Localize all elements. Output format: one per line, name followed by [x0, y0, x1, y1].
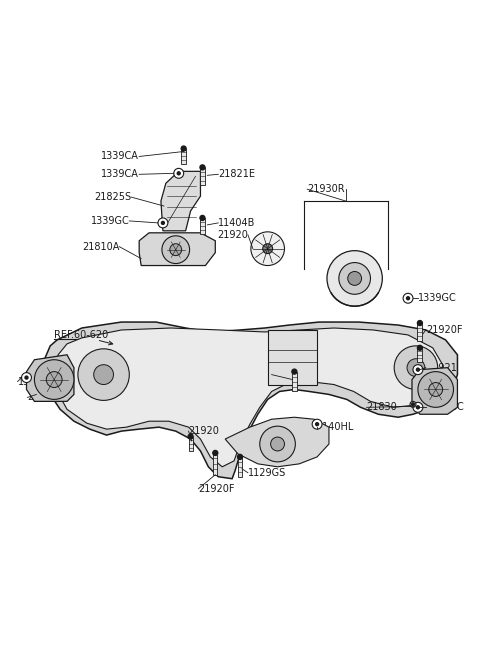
- Text: REF.60-620: REF.60-620: [54, 330, 108, 340]
- Text: 21840: 21840: [27, 392, 58, 402]
- Text: 21821E: 21821E: [218, 169, 255, 179]
- Text: 1339GC: 1339GC: [91, 216, 129, 226]
- Circle shape: [417, 368, 420, 371]
- Bar: [200, 218, 205, 234]
- Circle shape: [251, 232, 285, 266]
- Text: 1339GC: 1339GC: [418, 293, 456, 303]
- Text: 21830: 21830: [367, 402, 397, 413]
- Bar: [418, 348, 422, 361]
- Circle shape: [417, 406, 420, 409]
- Polygon shape: [161, 171, 201, 231]
- Circle shape: [78, 349, 129, 400]
- Circle shape: [177, 172, 180, 174]
- Text: 1339GC: 1339GC: [18, 377, 56, 386]
- Circle shape: [316, 422, 319, 426]
- Text: 1339CA: 1339CA: [101, 169, 139, 179]
- Circle shape: [174, 169, 184, 178]
- Circle shape: [200, 165, 205, 170]
- Polygon shape: [26, 355, 74, 401]
- Circle shape: [35, 359, 74, 400]
- Circle shape: [312, 419, 322, 429]
- Text: 1339CA: 1339CA: [101, 152, 139, 161]
- Text: 1140HL: 1140HL: [317, 422, 354, 432]
- Bar: [292, 372, 297, 392]
- Bar: [418, 323, 422, 341]
- Text: 21810A: 21810A: [82, 241, 120, 252]
- Circle shape: [410, 401, 416, 407]
- Circle shape: [271, 437, 285, 451]
- Bar: [238, 457, 242, 477]
- Circle shape: [181, 146, 186, 151]
- Text: 21921: 21921: [426, 363, 456, 373]
- Polygon shape: [54, 328, 443, 467]
- Bar: [181, 148, 186, 165]
- Text: 1129GS: 1129GS: [248, 468, 286, 478]
- Circle shape: [429, 382, 443, 396]
- Circle shape: [413, 365, 423, 375]
- Circle shape: [22, 373, 32, 382]
- Polygon shape: [139, 233, 216, 266]
- Circle shape: [292, 369, 297, 374]
- Polygon shape: [225, 417, 329, 467]
- Circle shape: [418, 345, 422, 350]
- Circle shape: [260, 426, 295, 462]
- Polygon shape: [44, 322, 457, 479]
- Text: 21825S: 21825S: [94, 192, 131, 202]
- Circle shape: [213, 451, 218, 455]
- Text: 21920F: 21920F: [426, 325, 462, 335]
- Circle shape: [161, 222, 164, 224]
- Bar: [268, 330, 317, 384]
- Circle shape: [170, 244, 182, 256]
- Circle shape: [407, 359, 425, 377]
- Circle shape: [162, 236, 190, 264]
- Text: 1339GC: 1339GC: [426, 402, 465, 413]
- Text: 21930R: 21930R: [307, 184, 345, 194]
- Polygon shape: [412, 367, 457, 414]
- Text: 21920F: 21920F: [199, 483, 235, 493]
- Circle shape: [418, 321, 422, 325]
- Text: 21920: 21920: [189, 426, 219, 436]
- Circle shape: [263, 244, 273, 254]
- Circle shape: [158, 218, 168, 228]
- Circle shape: [411, 403, 414, 406]
- Circle shape: [25, 376, 28, 379]
- Bar: [213, 453, 217, 475]
- Circle shape: [188, 434, 193, 439]
- Circle shape: [348, 272, 361, 285]
- Circle shape: [200, 215, 205, 220]
- Circle shape: [407, 297, 409, 300]
- Circle shape: [238, 455, 242, 459]
- Text: 21920: 21920: [217, 230, 248, 240]
- Circle shape: [46, 372, 62, 388]
- Bar: [189, 437, 192, 451]
- Text: 11404B: 11404B: [218, 218, 256, 228]
- Circle shape: [403, 293, 413, 303]
- Circle shape: [413, 402, 423, 412]
- Text: 21920: 21920: [272, 369, 302, 380]
- Circle shape: [94, 365, 113, 384]
- Bar: [200, 167, 205, 185]
- Circle shape: [339, 262, 371, 295]
- Circle shape: [327, 251, 383, 306]
- Circle shape: [418, 372, 454, 407]
- Circle shape: [394, 346, 438, 390]
